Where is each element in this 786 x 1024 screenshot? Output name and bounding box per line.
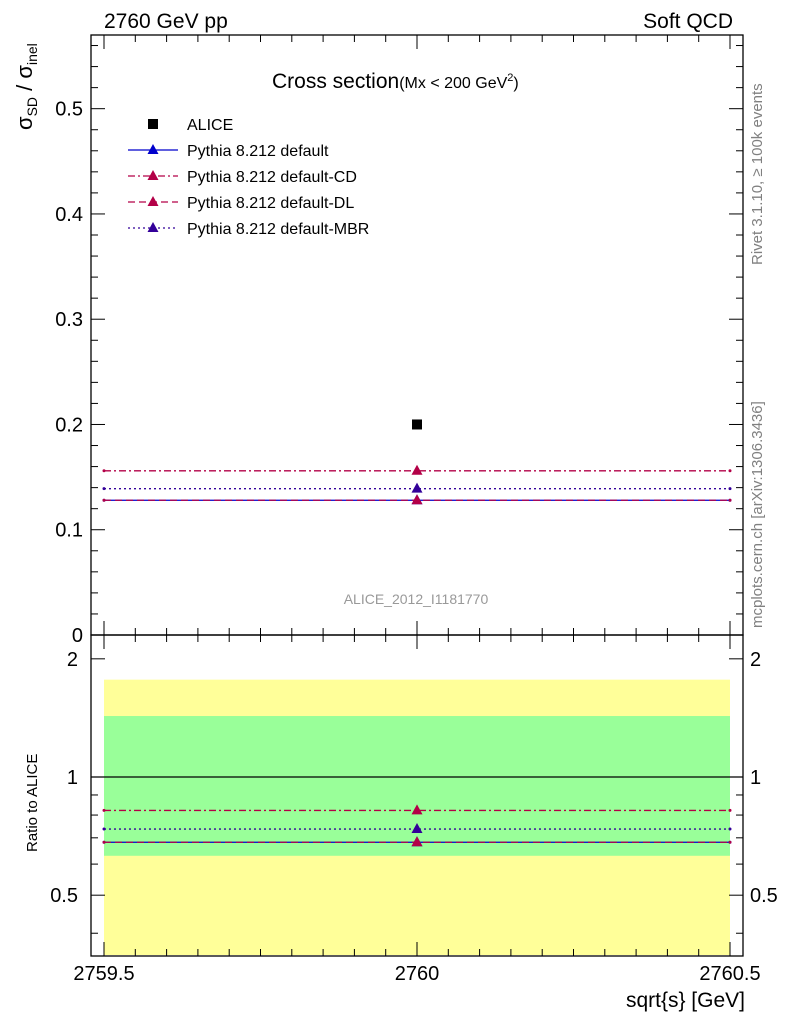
main-series-end: [102, 487, 106, 491]
ratio-series-marker-1: [411, 804, 423, 815]
legend-marker-3: [147, 222, 159, 232]
ratio-y-tick-label-right: 2: [750, 649, 761, 671]
ratio-y-tick-label: 2: [67, 649, 78, 671]
axis-ticks: [91, 35, 743, 956]
analysis-id: ALICE_2012_I1181770: [344, 591, 489, 607]
x-axis-label: sqrt{s} [GeV]: [626, 989, 745, 1012]
y-axis-label: σSD / σinel: [12, 43, 40, 130]
header-energy: 2760 GeV pp: [104, 10, 228, 33]
mcplots-label: mcplots.cern.ch [arXiv:1306.3436]: [749, 401, 766, 628]
x-tick-label: 2760: [395, 963, 440, 985]
ratio-series-marker-3: [411, 823, 423, 834]
alice-data-point: [412, 419, 422, 430]
legend-marker-1: [147, 170, 159, 180]
ratio-y-tick-label-right: 1: [750, 767, 761, 789]
main-y-tick-label: 0.4: [55, 204, 83, 226]
x-tick-labels: 2759.5 2760 2760.5: [73, 963, 760, 985]
legend: ALICE Pythia 8.212 default Pythia 8.212 de…: [128, 117, 369, 238]
ratio-y-axis-label: Ratio to ALICE: [24, 754, 41, 852]
main-series-end: [728, 498, 732, 502]
legend-alice-label: ALICE: [187, 117, 233, 134]
ratio-series-end: [102, 840, 106, 844]
rivet-version-label: Rivet 3.1.10, ≥ 100k events: [749, 83, 766, 265]
x-tick-label: 2759.5: [73, 963, 134, 985]
ratio-series-end: [102, 827, 106, 831]
ratio-y-tick-label: 0.5: [50, 885, 78, 907]
main-series-marker-3: [411, 482, 423, 493]
main-y-tick-label: 0.3: [55, 309, 83, 331]
ratio-series-end: [102, 808, 106, 812]
ratio-series-lines: [102, 804, 732, 847]
x-tick-label: 2760.5: [699, 963, 760, 985]
main-y-tick-label: 0.1: [55, 520, 83, 542]
main-series-end: [728, 487, 732, 491]
legend-alice-marker: [148, 119, 158, 129]
main-series-end: [102, 498, 106, 502]
main-series-end: [102, 469, 106, 473]
ratio-band-inner: [104, 716, 730, 856]
ratio-series-end: [728, 808, 732, 812]
ratio-y-tick-label-right: 0.5: [750, 885, 778, 907]
main-y-tick-label: 0.2: [55, 414, 83, 436]
main-series-lines: [102, 419, 732, 505]
legend-label-1: Pythia 8.212 default-CD: [187, 169, 357, 186]
header-category: Soft QCD: [643, 10, 733, 33]
legend-label-3: Pythia 8.212 default-MBR: [187, 221, 369, 238]
ratio-series-end: [728, 840, 732, 844]
main-series-marker-2: [411, 494, 423, 505]
chart-title: Cross section(Mx < 200 GeV2): [272, 70, 519, 93]
main-y-tick-label: 0.5: [55, 99, 83, 121]
legend-marker-0: [147, 144, 159, 154]
ratio-series-end: [728, 827, 732, 831]
main-series-end: [728, 469, 732, 473]
ratio-y-tick-label: 1: [67, 767, 78, 789]
main-y-tick-labels: 0 0.1 0.2 0.3 0.4 0.5: [55, 99, 83, 647]
main-series-marker-1: [411, 464, 423, 475]
legend-label-0: Pythia 8.212 default: [187, 143, 329, 160]
legend-label-2: Pythia 8.212 default-DL: [187, 195, 354, 212]
main-y-tick-label: 0: [72, 625, 83, 647]
ratio-bands: [91, 679, 743, 955]
legend-marker-2: [147, 196, 159, 206]
ratio-y-tick-labels: 0.5 0.5 1 1 2 2: [50, 649, 778, 907]
ratio-series-marker-2: [411, 836, 423, 847]
